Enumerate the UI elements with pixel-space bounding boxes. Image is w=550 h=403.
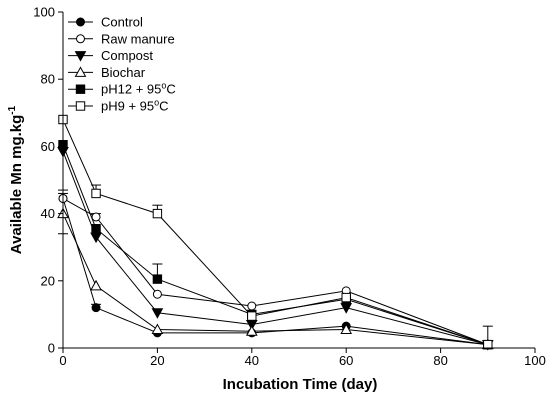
- x-tick-label: 60: [339, 353, 353, 368]
- data-point-ph9-95: [247, 311, 257, 321]
- series-line-control: [62, 198, 488, 346]
- series-line-raw-manure: [62, 198, 488, 346]
- y-tick-label: 40: [41, 206, 55, 221]
- legend-marker-ph12-95: [75, 84, 86, 94]
- series-line-biochar: [62, 213, 488, 346]
- legend-marker-compost: [74, 51, 87, 62]
- data-point-ph9-95: [152, 208, 163, 219]
- legend-label-text: Compost: [101, 48, 153, 63]
- legend-label-suffix: C: [166, 82, 175, 97]
- y-tick-label: 80: [41, 72, 55, 87]
- data-point-compost: [151, 308, 164, 319]
- data-point-control: [91, 303, 101, 313]
- data-point-ph9-95: [91, 188, 101, 199]
- data-point-raw-manure: [91, 212, 101, 222]
- data-point-raw-manure: [152, 289, 162, 299]
- y-tick-label: 100: [33, 5, 55, 20]
- legend-label-ph9-95: pH9 + 95oC: [101, 98, 169, 114]
- axes: [58, 11, 536, 353]
- legend-label-suffix: C: [159, 99, 168, 114]
- legend-label-compost: Compost: [101, 48, 153, 63]
- x-axis-title: Incubation Time (day): [223, 376, 378, 393]
- legend-label-control: Control: [101, 15, 143, 30]
- series-line-ph9-95: [62, 119, 488, 346]
- x-tick-label: 80: [433, 353, 447, 368]
- y-axis-title-main: Available Mn mg.kg: [8, 115, 25, 254]
- legend-label-text: Biochar: [101, 65, 146, 80]
- tick-labels: 0 20 40 60 80 100 0 20 40 60 80 100: [33, 5, 546, 369]
- x-tick-label: 20: [150, 353, 164, 368]
- series-line-compost: [62, 151, 488, 346]
- x-tick-label: 100: [524, 353, 546, 368]
- x-tick-label: 0: [59, 353, 66, 368]
- legend-marker-biochar: [74, 66, 87, 77]
- legend-label-raw-manure: Raw manure: [101, 31, 175, 46]
- legend-marker-raw-manure: [76, 34, 85, 44]
- legend-label-superscript: o: [161, 81, 166, 91]
- y-tick-label: 60: [41, 139, 55, 154]
- data-point-ph12-95: [152, 274, 163, 284]
- y-axis-title-unit-superscript: -1: [7, 105, 18, 114]
- data-point-ph9-95: [483, 339, 493, 350]
- legend-label-ph12-95: pH12 + 95oC: [101, 81, 176, 97]
- legend-label-text: pH9 + 95: [101, 99, 154, 114]
- data-point-biochar: [151, 323, 164, 335]
- legend-label-biochar: Biochar: [101, 65, 146, 80]
- series-lines: [62, 119, 488, 346]
- y-axis-title: Available Mn mg.kg-1: [7, 105, 25, 254]
- data-point-ph9-95: [341, 292, 351, 303]
- data-point-biochar: [245, 325, 258, 336]
- legend-label-superscript: o: [154, 98, 159, 108]
- legend-label-text: Raw manure: [101, 31, 175, 46]
- legend-label-text: pH12 + 95: [101, 82, 161, 97]
- x-tick-label: 40: [245, 353, 259, 368]
- series-line-ph12-95: [62, 144, 488, 346]
- data-point-ph12-95: [91, 224, 101, 234]
- legend-marker-ph9-95: [75, 101, 86, 111]
- data-point-biochar: [340, 323, 353, 335]
- y-tick-label: 0: [48, 341, 55, 356]
- series-markers: [57, 114, 494, 351]
- legend-marker-control: [76, 17, 85, 27]
- data-point-biochar: [90, 279, 102, 291]
- y-tick-label: 20: [41, 273, 55, 288]
- data-point-raw-manure: [247, 301, 257, 311]
- legend-label-text: Control: [101, 15, 143, 30]
